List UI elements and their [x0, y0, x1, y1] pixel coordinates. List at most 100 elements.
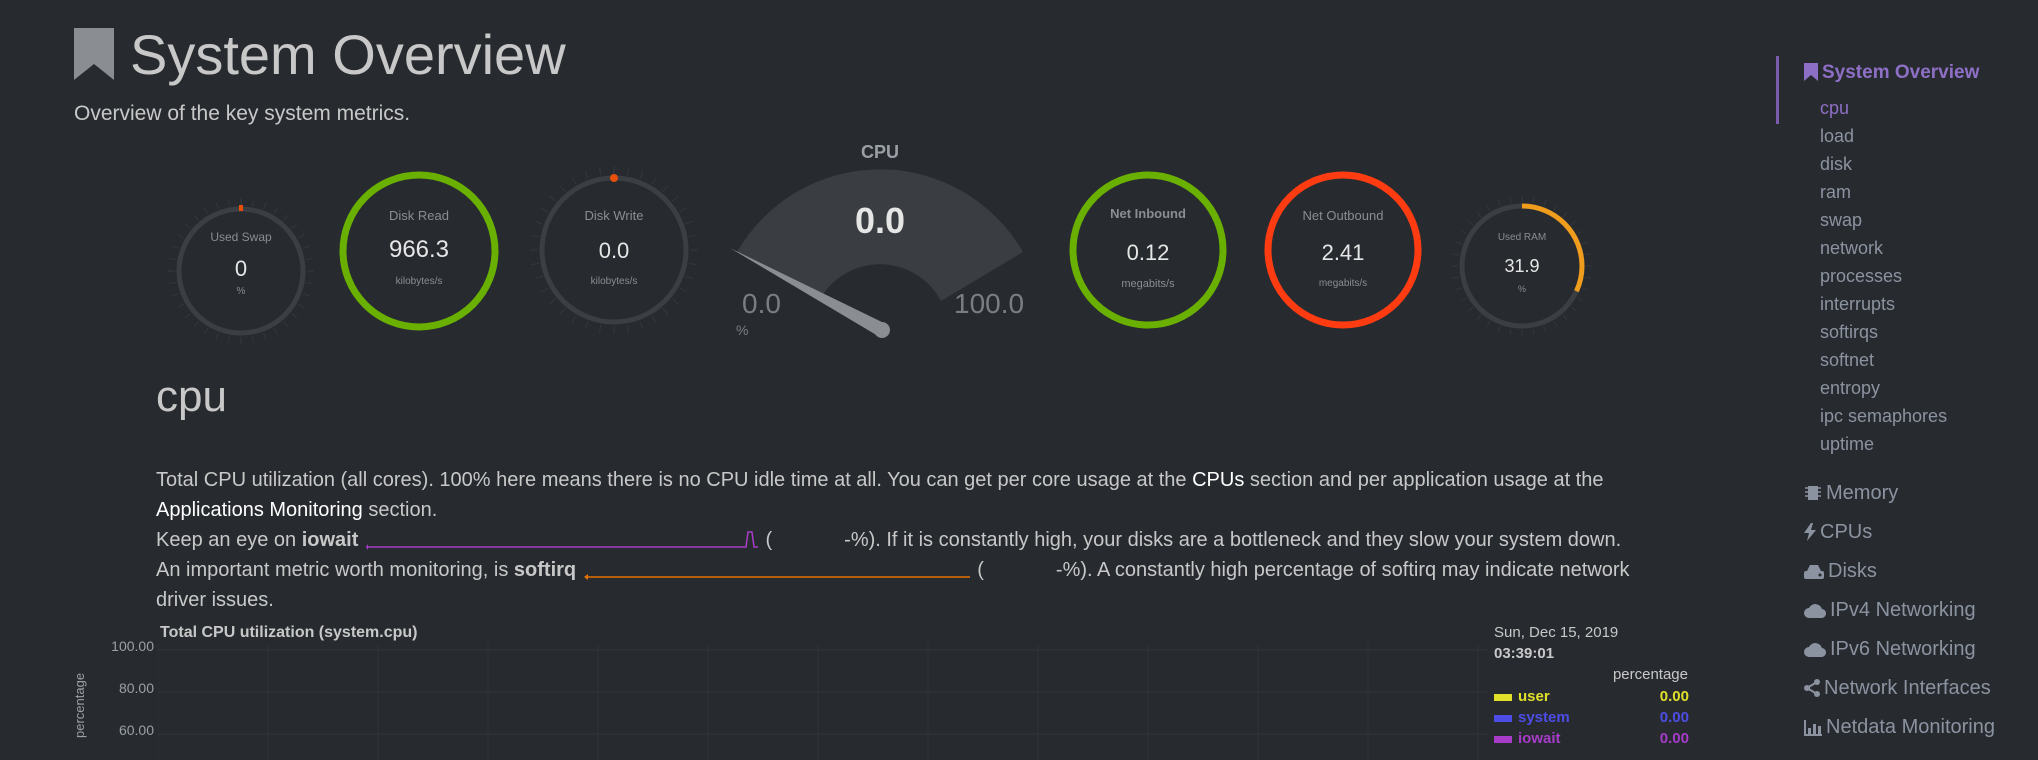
bolt-icon [1804, 521, 1820, 543]
legend-series-value: 0.00 [1659, 730, 1689, 747]
legend-series-value: 0.00 [1659, 709, 1689, 726]
chart-plot-area[interactable] [158, 644, 1498, 760]
iowait-label: iowait [301, 529, 359, 551]
gauge-unit: megabits/s [1121, 278, 1175, 290]
section-heading: cpu [156, 372, 227, 421]
sidebar-item-netdata-monitoring[interactable]: Netdata Monitoring [1804, 716, 1995, 739]
gauge-title: Used Swap [210, 230, 272, 244]
sidebar-subitem-uptime[interactable]: uptime [1820, 434, 1875, 454]
text: An important metric worth monitoring, is [156, 559, 514, 581]
gauge-ring [1069, 171, 1227, 329]
legend-item-user[interactable]: user 0.00 [1494, 688, 1689, 708]
sidebar-item-label: Disks [1828, 560, 1877, 582]
sidebar-item-ipv4-networking[interactable]: IPv4 Networking [1804, 599, 1976, 622]
gauge-used-swap[interactable]: Used Swap 0 % [166, 196, 316, 346]
sidebar-subitem-ram[interactable]: ram [1820, 182, 1851, 202]
legend-item-iowait[interactable]: iowait 0.00 [1494, 730, 1689, 750]
gauge-net-inbound[interactable]: Net Inbound 0.12 megabits/s [1068, 170, 1228, 330]
sidebar-item-system-overview[interactable]: System Overview [1804, 62, 1979, 84]
legend-swatch [1494, 694, 1512, 701]
share-icon [1804, 677, 1824, 699]
gauge-disk-read[interactable]: Disk Read 966.3 kilobytes/s [338, 170, 500, 332]
legend-swatch [1494, 736, 1512, 743]
chart-title: Total CPU utilization (system.cpu) [160, 624, 418, 641]
gauge-unit: megabits/s [1318, 278, 1368, 289]
sidebar-item-label: System Overview [1822, 62, 1980, 83]
gauge-title: Net Inbound [1110, 206, 1186, 221]
sidebar-subitem-load[interactable]: load [1820, 126, 1855, 146]
text: Keep an eye on [156, 529, 302, 551]
y-tick-label: 100.00 [111, 638, 154, 654]
sidebar-item-label: IPv6 Networking [1830, 638, 1976, 660]
gauge-value: 0.0 [598, 238, 630, 263]
legend-series-name: user [1518, 688, 1550, 705]
gauge-ring [1264, 171, 1422, 329]
legend-item-system[interactable]: system 0.00 [1494, 709, 1689, 729]
legend-time: 03:39:01 [1494, 645, 1555, 662]
sidebar-item-label: Network Interfaces [1824, 677, 1991, 699]
gauge-arc [730, 169, 1023, 338]
text: -%). If it is constantly high, your disk… [844, 529, 1622, 551]
y-tick-label: 60.00 [118, 722, 154, 738]
gauge-used-ram[interactable]: Used RAM 31.9 % [1452, 196, 1592, 336]
text: section. [362, 499, 438, 521]
iowait-sparkline [365, 531, 758, 550]
gauge-ticks [168, 198, 314, 344]
gauge-net-outbound[interactable]: Net Outbound 2.41 megabits/s [1263, 170, 1423, 330]
gauge-value: 0.12 [1126, 240, 1170, 265]
gauge-ring [339, 171, 499, 331]
gauge-value: 0.0 [854, 200, 906, 241]
legend-units: percentage [1612, 666, 1688, 683]
gauge-cpu[interactable]: CPU 0.0 0.0 100.0 % [700, 140, 1060, 340]
sidebar-subitem-swap[interactable]: swap [1820, 210, 1863, 230]
text: ( [977, 559, 984, 581]
gauge-title: Disk Read [389, 208, 449, 223]
bookmark-icon [74, 28, 114, 80]
legend-series-name: system [1518, 709, 1570, 726]
legend-date: Sun, Dec 15, 2019 [1494, 624, 1619, 641]
text: section and per application usage at the [1244, 469, 1604, 491]
sidebar-subitem-processes[interactable]: processes [1820, 266, 1903, 286]
gauge-unit: kilobytes/s [395, 276, 443, 287]
gauge-value: 31.9 [1504, 256, 1540, 276]
gauge-disk-write[interactable]: Disk Write 0.0 kilobytes/s [530, 166, 698, 334]
cpus-link[interactable]: CPUs [1192, 469, 1245, 491]
sidebar-subitem-disk[interactable]: disk [1820, 154, 1853, 174]
sidebar-subitem-network[interactable]: network [1820, 238, 1884, 258]
sidebar-item-label: IPv4 Networking [1830, 599, 1976, 621]
description-paragraph-2: Keep an eye on iowait (-%). If it is con… [156, 525, 1686, 555]
applications-monitoring-link[interactable]: Applications Monitoring [156, 499, 363, 521]
sidebar-item-memory[interactable]: Memory [1804, 482, 1898, 505]
sidebar-item-disks[interactable]: Disks [1804, 560, 1877, 583]
bookmark-icon [1804, 63, 1818, 81]
gauge-title: Net Outbound [1302, 208, 1384, 223]
sidebar-item-network-interfaces[interactable]: Network Interfaces [1804, 677, 1991, 700]
sidebar-subitem-entropy[interactable]: entropy [1820, 378, 1881, 398]
bar-chart-icon [1804, 716, 1826, 738]
gauge-value: 2.41 [1321, 240, 1365, 265]
sidebar-item-label: Memory [1826, 482, 1899, 504]
legend-series-value: 0.00 [1659, 688, 1689, 705]
gauge-value: 0 [234, 256, 248, 281]
sidebar-subitem-ipc-semaphores[interactable]: ipc semaphores [1820, 406, 1948, 426]
gauge-ring [530, 166, 698, 334]
sidebar-subitem-cpu[interactable]: cpu [1820, 98, 1850, 118]
text: driver issues. [156, 589, 274, 611]
sidebar-item-label: Netdata Monitoring [1826, 716, 1995, 738]
gauge-unit: % [736, 322, 749, 338]
gauge-ring [168, 198, 314, 344]
y-tick-label: 80.00 [118, 680, 154, 696]
sidebar-subitem-softnet[interactable]: softnet [1820, 350, 1875, 370]
sidebar-subitem-softirqs[interactable]: softirqs [1820, 322, 1879, 342]
gauge-title: CPU [860, 142, 899, 162]
sidebar-subitem-interrupts[interactable]: interrupts [1820, 294, 1896, 314]
description-paragraph-1: Total CPU utilization (all cores). 100% … [156, 465, 1686, 525]
description-paragraph-3: An important metric worth monitoring, is… [156, 555, 1686, 615]
gauge-unit: % [1517, 284, 1526, 294]
gauge-max: 100.0 [954, 288, 1025, 319]
sidebar-item-cpus[interactable]: CPUs [1804, 521, 1872, 544]
page-subtitle: Overview of the key system metrics. [74, 102, 411, 125]
sidebar-item-ipv6-networking[interactable]: IPv6 Networking [1804, 638, 1976, 661]
cloud-icon [1804, 638, 1830, 660]
cloud-icon [1804, 599, 1830, 621]
